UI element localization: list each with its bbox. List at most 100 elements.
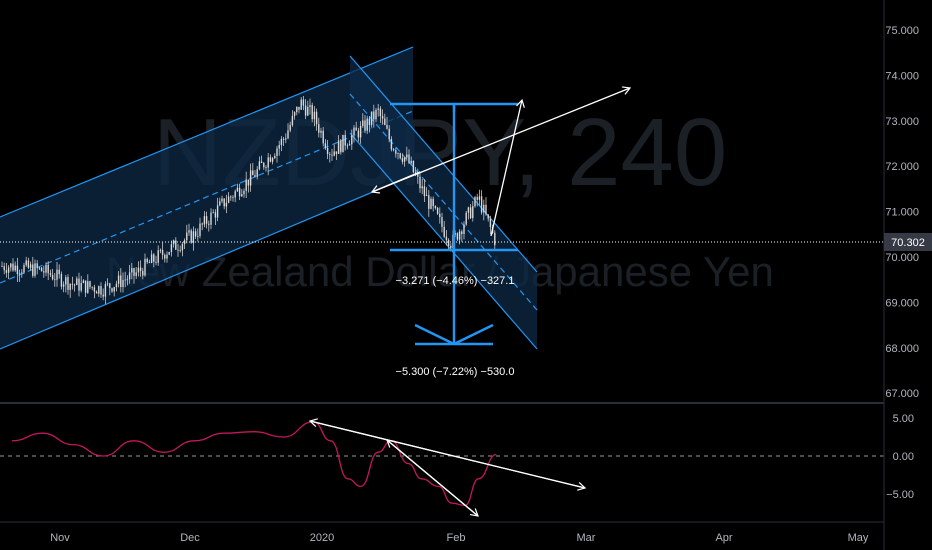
candle-body [313,111,316,120]
candle-body [25,260,27,266]
candle-body [76,278,78,285]
candle-body [203,216,206,225]
time-tick-label: Nov [50,532,70,544]
time-tick-label: Dec [180,532,200,544]
candle-body [82,280,85,283]
candle-body [366,118,368,131]
candle-body [267,157,269,168]
candle-body [197,235,199,237]
candle-body [485,204,487,215]
candle-body [190,230,192,243]
candle-body [337,140,340,154]
price-tick-label: 72.000 [885,161,919,173]
candle-body [320,130,322,133]
candle-body [89,281,91,287]
candle-body [487,214,489,219]
candle-body [87,281,89,293]
candle-body [357,130,360,138]
candle-body [280,139,283,146]
price-tick-label: 70.000 [885,252,919,264]
candle-body [432,198,434,207]
candle-body [401,158,404,162]
candle-body [458,231,461,240]
time-axis[interactable]: Nov Dec 2020 Feb Mar Apr May [50,532,869,544]
candle-body [254,175,256,177]
candle-body [199,223,201,236]
candle-body [276,148,278,156]
candle-body [309,105,311,108]
candle-body [293,112,296,116]
descending-channel-upper-line[interactable] [349,55,538,273]
last-price-label: 70.302 [891,237,925,249]
candle-body [170,244,173,253]
candle-body [370,111,373,125]
candle-body [32,264,34,276]
candle-body [421,186,423,189]
candle-body [80,282,82,291]
candle-body [62,284,65,287]
candle-body [271,158,274,162]
candle-body [263,162,265,168]
candle-body [291,115,294,126]
candle-body [115,283,118,288]
projection-arrow[interactable] [490,98,525,237]
candle-body [84,280,87,293]
oscillator-line [12,421,497,507]
candle-body [419,176,421,189]
oscillator-short-arrow-back[interactable] [386,439,479,517]
candle-body [410,160,412,163]
candle-body [155,261,157,263]
candle-body [131,268,133,273]
candle-body [201,223,203,225]
candle-body [27,260,30,268]
candle-body [373,111,375,120]
candle-body [445,236,448,240]
ascending-channel-lower-line[interactable] [0,174,414,350]
candle-body [388,128,390,140]
candle-body [223,198,225,207]
ascending-channel-upper-line[interactable] [0,46,414,218]
time-tick-label: Mar [577,532,596,544]
oscillator-divergence-arrow-back[interactable] [308,418,586,489]
candle-body [304,105,307,116]
candle-body [428,195,430,209]
candle-body [109,283,111,289]
candle-body [247,179,250,186]
candle-body [346,145,349,147]
candle-body [364,120,366,131]
descending-channel-mid-line [349,93,538,311]
candle-body [188,230,190,233]
candle-body [139,267,142,271]
candle-body [324,143,327,148]
trend-arrow-back[interactable] [370,171,421,194]
candle-body [93,287,96,292]
candle-body [300,99,302,110]
candle-body [128,272,131,280]
descending-channel-lower-line[interactable] [349,132,538,350]
candle-body [472,206,474,219]
price-range-measure[interactable] [390,102,518,346]
candle-body [480,196,483,213]
candle-body [38,267,41,269]
candle-body [69,283,71,290]
candle-body [210,212,212,225]
candle-body [384,118,386,125]
candle-body [205,216,208,224]
candle-body [133,268,135,276]
price-tick-label: 67.000 [885,388,919,400]
candle-body [436,207,439,214]
candle-body [494,232,496,246]
oscillator-axis[interactable]: 5.00 0.00 −5.00 [886,413,914,501]
candle-body [227,196,230,203]
candle-body [14,265,16,271]
candle-body [159,249,162,251]
candle-body [355,127,357,131]
oscillator-tick-label: 0.00 [893,451,914,463]
time-tick-label: May [848,532,869,544]
last-price-badge [884,233,932,251]
candle-body [467,207,470,213]
candle-body [113,287,115,292]
price-axis[interactable]: 75.000 74.000 73.000 72.000 71.000 70.000 69.0… [885,25,919,400]
candle-body [142,270,144,276]
